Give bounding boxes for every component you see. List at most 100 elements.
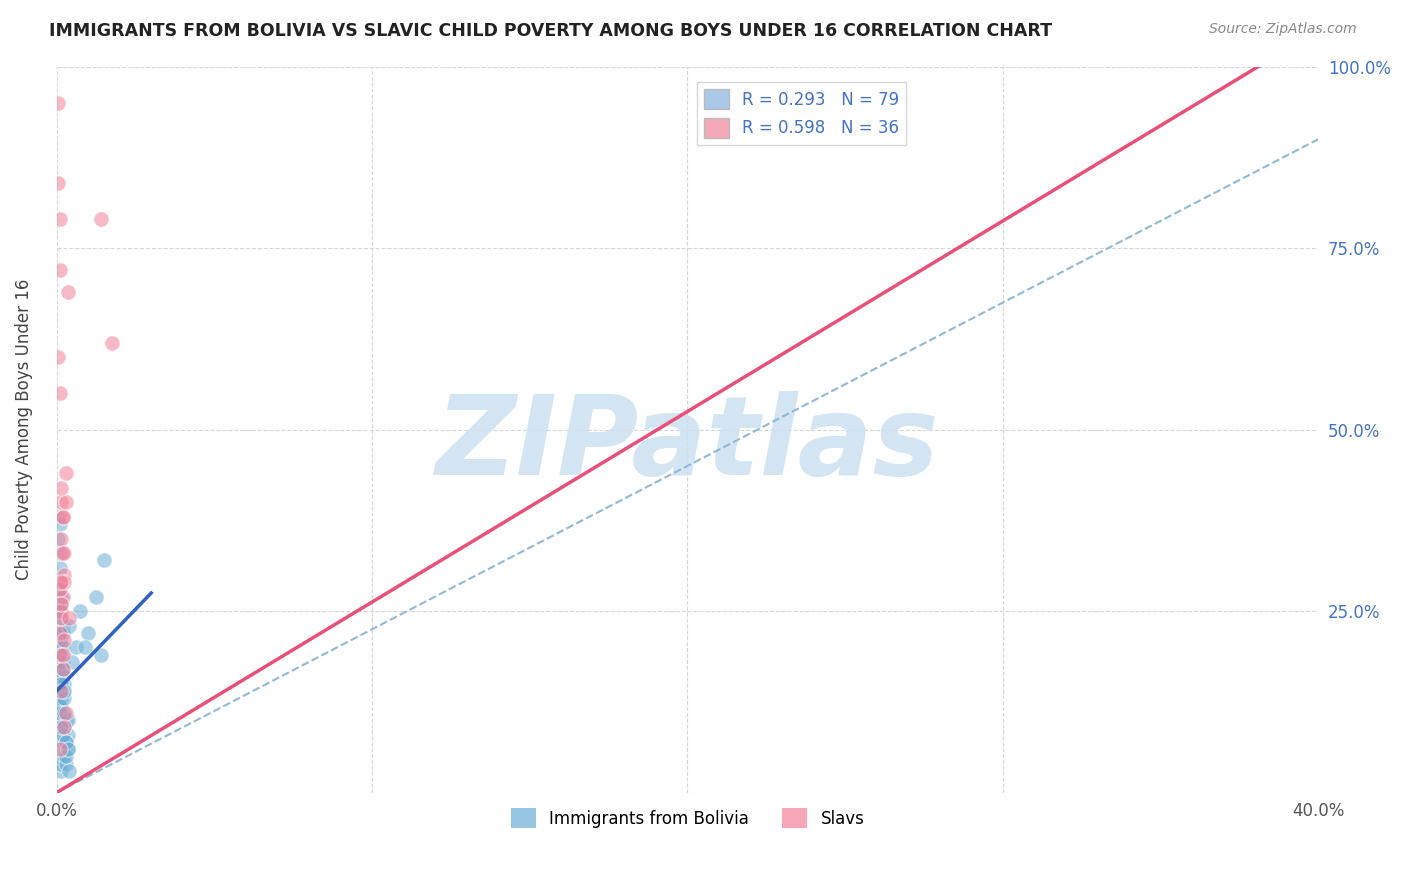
Point bbox=[55, 713, 77, 727]
Legend: Immigrants from Bolivia, Slavs: Immigrants from Bolivia, Slavs bbox=[503, 802, 870, 835]
Point bbox=[52, 590, 75, 604]
Point bbox=[49, 677, 72, 691]
Point bbox=[51, 640, 73, 655]
Point bbox=[49, 728, 72, 742]
Point bbox=[46, 662, 69, 676]
Point bbox=[56, 742, 79, 756]
Point bbox=[51, 677, 73, 691]
Point bbox=[52, 662, 75, 676]
Point bbox=[53, 691, 76, 706]
Point bbox=[58, 764, 80, 778]
Point bbox=[52, 735, 75, 749]
Point bbox=[51, 684, 73, 698]
Point bbox=[49, 560, 72, 574]
Point bbox=[93, 553, 115, 567]
Point bbox=[55, 756, 77, 771]
Point bbox=[51, 604, 73, 618]
Point bbox=[52, 669, 75, 683]
Point bbox=[46, 582, 69, 597]
Point bbox=[46, 350, 69, 364]
Point bbox=[49, 669, 72, 683]
Point bbox=[46, 532, 69, 546]
Point bbox=[49, 546, 72, 560]
Point bbox=[52, 735, 75, 749]
Point bbox=[49, 648, 72, 662]
Point bbox=[56, 742, 79, 756]
Point bbox=[49, 720, 72, 734]
Point bbox=[51, 655, 73, 669]
Point bbox=[49, 698, 72, 713]
Point bbox=[90, 648, 112, 662]
Point bbox=[49, 263, 72, 277]
Point bbox=[73, 640, 96, 655]
Point bbox=[51, 720, 73, 734]
Point bbox=[51, 684, 73, 698]
Point bbox=[52, 684, 75, 698]
Point bbox=[55, 735, 77, 749]
Point bbox=[46, 582, 69, 597]
Point bbox=[55, 706, 77, 720]
Point bbox=[51, 597, 73, 611]
Point bbox=[46, 95, 69, 110]
Point bbox=[77, 626, 100, 640]
Point bbox=[51, 626, 73, 640]
Y-axis label: Child Poverty Among Boys Under 16: Child Poverty Among Boys Under 16 bbox=[15, 279, 32, 581]
Point bbox=[49, 626, 72, 640]
Point bbox=[84, 590, 107, 604]
Point bbox=[49, 756, 72, 771]
Point bbox=[51, 691, 73, 706]
Point bbox=[52, 728, 75, 742]
Text: Source: ZipAtlas.com: Source: ZipAtlas.com bbox=[1209, 22, 1357, 37]
Point bbox=[55, 495, 77, 509]
Text: ZIPatlas: ZIPatlas bbox=[436, 391, 939, 498]
Point bbox=[51, 698, 73, 713]
Point bbox=[56, 285, 79, 299]
Point bbox=[55, 749, 77, 764]
Point bbox=[55, 735, 77, 749]
Point bbox=[53, 749, 76, 764]
Point bbox=[49, 604, 72, 618]
Point bbox=[49, 633, 72, 648]
Point bbox=[53, 633, 76, 648]
Point bbox=[51, 648, 73, 662]
Point bbox=[53, 575, 76, 590]
Point bbox=[49, 582, 72, 597]
Point bbox=[46, 698, 69, 713]
Point bbox=[49, 626, 72, 640]
Text: IMMIGRANTS FROM BOLIVIA VS SLAVIC CHILD POVERTY AMONG BOYS UNDER 16 CORRELATION : IMMIGRANTS FROM BOLIVIA VS SLAVIC CHILD … bbox=[49, 22, 1052, 40]
Point bbox=[49, 706, 72, 720]
Point bbox=[46, 176, 69, 190]
Point bbox=[51, 590, 73, 604]
Point bbox=[53, 648, 76, 662]
Point bbox=[49, 713, 72, 727]
Point bbox=[53, 728, 76, 742]
Point bbox=[46, 749, 69, 764]
Point bbox=[58, 618, 80, 632]
Point bbox=[49, 575, 72, 590]
Point bbox=[52, 648, 75, 662]
Point bbox=[49, 742, 72, 756]
Point bbox=[51, 481, 73, 495]
Point bbox=[49, 516, 72, 531]
Point bbox=[53, 567, 76, 582]
Point bbox=[53, 677, 76, 691]
Point bbox=[51, 597, 73, 611]
Point bbox=[60, 655, 83, 669]
Point bbox=[51, 764, 73, 778]
Point bbox=[90, 212, 112, 227]
Point bbox=[49, 706, 72, 720]
Point bbox=[53, 684, 76, 698]
Point bbox=[49, 386, 72, 401]
Point bbox=[46, 509, 69, 524]
Point bbox=[52, 662, 75, 676]
Point bbox=[51, 677, 73, 691]
Point bbox=[51, 532, 73, 546]
Point bbox=[48, 655, 70, 669]
Point bbox=[51, 611, 73, 625]
Point bbox=[49, 212, 72, 227]
Point bbox=[51, 575, 73, 590]
Point bbox=[65, 640, 87, 655]
Point bbox=[51, 611, 73, 625]
Point bbox=[52, 618, 75, 632]
Point bbox=[46, 742, 69, 756]
